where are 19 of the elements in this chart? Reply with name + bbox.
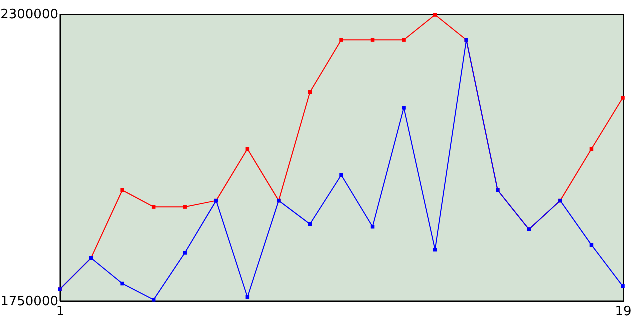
point — [183, 251, 187, 255]
point — [183, 205, 187, 209]
point — [402, 38, 406, 42]
point — [370, 225, 375, 229]
x-tick-label: 1 — [56, 304, 65, 320]
x-tick-label: 19 — [615, 304, 632, 320]
point — [120, 188, 124, 192]
point — [621, 284, 625, 288]
point — [152, 205, 156, 209]
point — [370, 38, 375, 42]
y-tick-label: 1750000 — [0, 294, 58, 310]
point — [340, 38, 344, 42]
point — [621, 96, 625, 100]
point — [152, 298, 156, 302]
y-tick-label: 2300000 — [0, 8, 58, 22]
point — [402, 106, 406, 110]
point — [120, 282, 124, 286]
point — [340, 173, 344, 178]
point — [433, 13, 438, 17]
